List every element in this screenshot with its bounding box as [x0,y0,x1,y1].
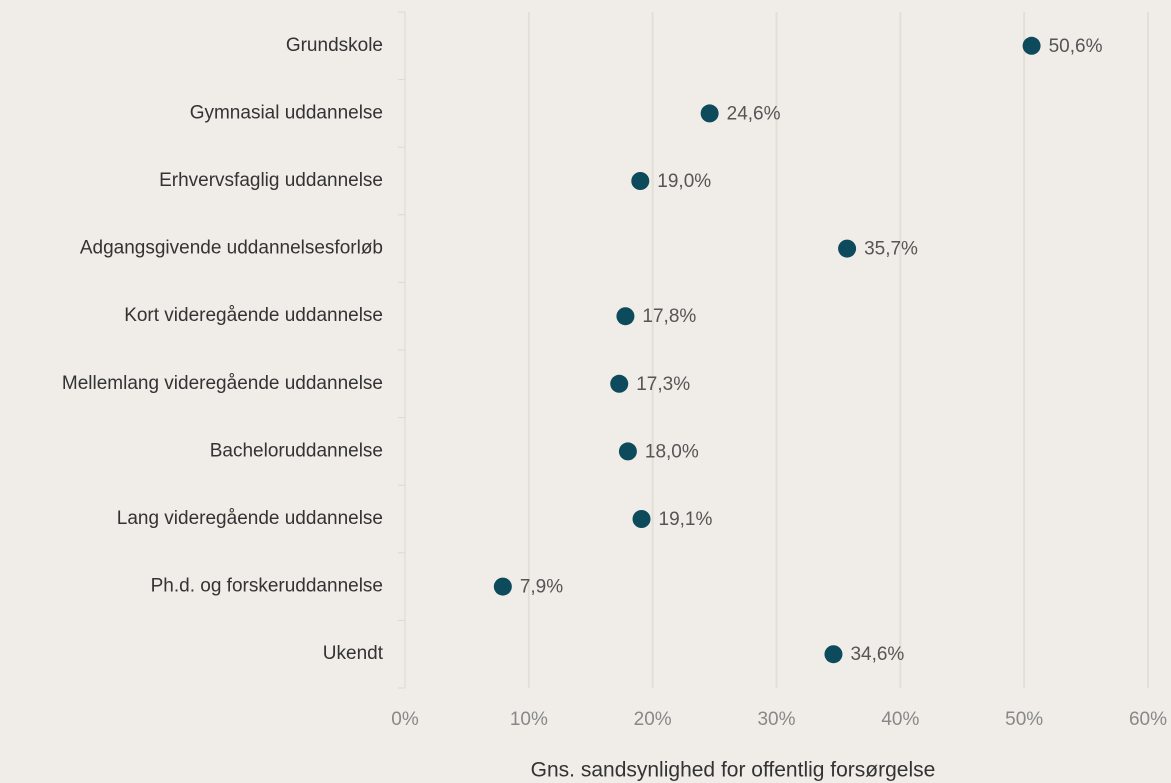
dot [618,442,637,461]
dot [824,645,843,664]
y-tick-label: Erhvervsfaglig uddannelse [159,170,383,191]
dot [632,510,651,528]
value-label: 50,6% [1049,36,1103,57]
x-tick-label: 20% [634,709,672,730]
dot [616,307,635,326]
x-axis-title: Gns. sandsynlighed for offentlig forsørg… [531,759,936,782]
x-tick-label: 0% [391,709,419,730]
value-label: 34,6% [850,644,904,665]
value-label: 19,1% [659,509,713,530]
y-tick-label: Gymnasial uddannelse [190,102,383,123]
dot [700,104,719,123]
value-label: 24,6% [727,103,781,124]
x-tick-label: 30% [757,709,795,730]
value-label: 19,0% [657,171,711,192]
x-tick-label: 60% [1129,709,1167,730]
y-tick-label: Mellemlang videregående uddannelse [62,373,383,394]
y-tick-label: Ukendt [323,643,384,664]
y-tick-label: Grundskole [286,35,383,56]
y-tick-label: Bacheloruddannelse [210,440,383,461]
dot [1022,36,1041,55]
dot [610,374,629,393]
dot [493,577,512,596]
dot [631,172,650,190]
value-label: 35,7% [864,239,918,260]
x-tick-label: 10% [510,709,548,730]
y-tick-label: Kort videregående uddannelse [124,305,383,326]
dot [838,239,857,258]
value-label: 17,3% [636,374,690,395]
y-tick-label: Ph.d. og forskeruddannelse [151,576,383,597]
value-label: 17,8% [642,306,696,327]
y-tick-label: Adgangsgivende uddannelsesforløb [80,238,383,259]
x-tick-label: 40% [881,709,919,730]
value-label: 18,0% [645,441,699,462]
value-label: 7,9% [520,577,563,598]
x-tick-label: 50% [1005,709,1043,730]
y-tick-label: Lang videregående uddannelse [117,508,383,529]
